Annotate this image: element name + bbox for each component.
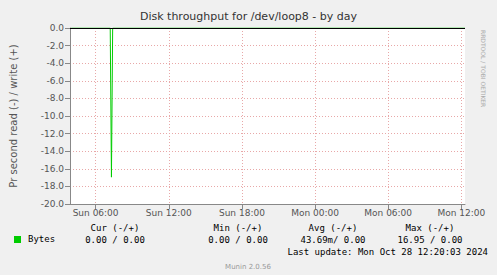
svg-text:Disk throughput for /dev/loop8: Disk throughput for /dev/loop8 - by day [140, 10, 358, 23]
svg-text:-10.0: -10.0 [41, 111, 65, 121]
svg-text:-12.0: -12.0 [41, 129, 65, 139]
svg-text:Mon 06:00: Mon 06:00 [364, 208, 412, 218]
svg-text:Sun 06:00: Sun 06:00 [73, 208, 119, 218]
svg-text:16.95 / 0.00: 16.95 / 0.00 [397, 235, 462, 245]
svg-text:RRDTOOL / TOBI OETIKER: RRDTOOL / TOBI OETIKER [480, 30, 487, 107]
svg-text:43.69m/ 0.00: 43.69m/ 0.00 [300, 235, 365, 245]
svg-text:-2.0: -2.0 [46, 41, 64, 51]
svg-text:-8.0: -8.0 [46, 93, 64, 103]
svg-text:Mon 00:00: Mon 00:00 [291, 208, 339, 218]
svg-text:Avg (-/+): Avg (-/+) [309, 223, 358, 233]
svg-text:-20.0: -20.0 [41, 199, 65, 209]
svg-text:-14.0: -14.0 [41, 146, 65, 156]
svg-text:Bytes: Bytes [28, 234, 55, 244]
svg-text:-16.0: -16.0 [41, 164, 65, 174]
svg-text:0.0: 0.0 [50, 23, 65, 33]
svg-text:-6.0: -6.0 [46, 76, 64, 86]
svg-text:Mon 12:00: Mon 12:00 [437, 208, 485, 218]
svg-text:-4.0: -4.0 [46, 58, 64, 68]
svg-text:Sun 18:00: Sun 18:00 [219, 208, 265, 218]
svg-text:Last update: Mon Oct 28 12:20:: Last update: Mon Oct 28 12:20:03 2024 [288, 247, 488, 257]
svg-text:-18.0: -18.0 [41, 181, 65, 191]
svg-text:Cur (-/+): Cur (-/+) [91, 223, 140, 233]
svg-text:0.00 / 0.00: 0.00 / 0.00 [208, 235, 268, 245]
svg-text:Sun 12:00: Sun 12:00 [146, 208, 192, 218]
svg-text:Max (-/+): Max (-/+) [406, 223, 455, 233]
svg-text:Pr second read (-) / write (+): Pr second read (-) / write (+) [8, 44, 19, 187]
svg-text:Munin 2.0.56: Munin 2.0.56 [225, 263, 271, 271]
svg-text:0.00 / 0.00: 0.00 / 0.00 [85, 235, 145, 245]
svg-text:Min (-/+): Min (-/+) [214, 223, 263, 233]
